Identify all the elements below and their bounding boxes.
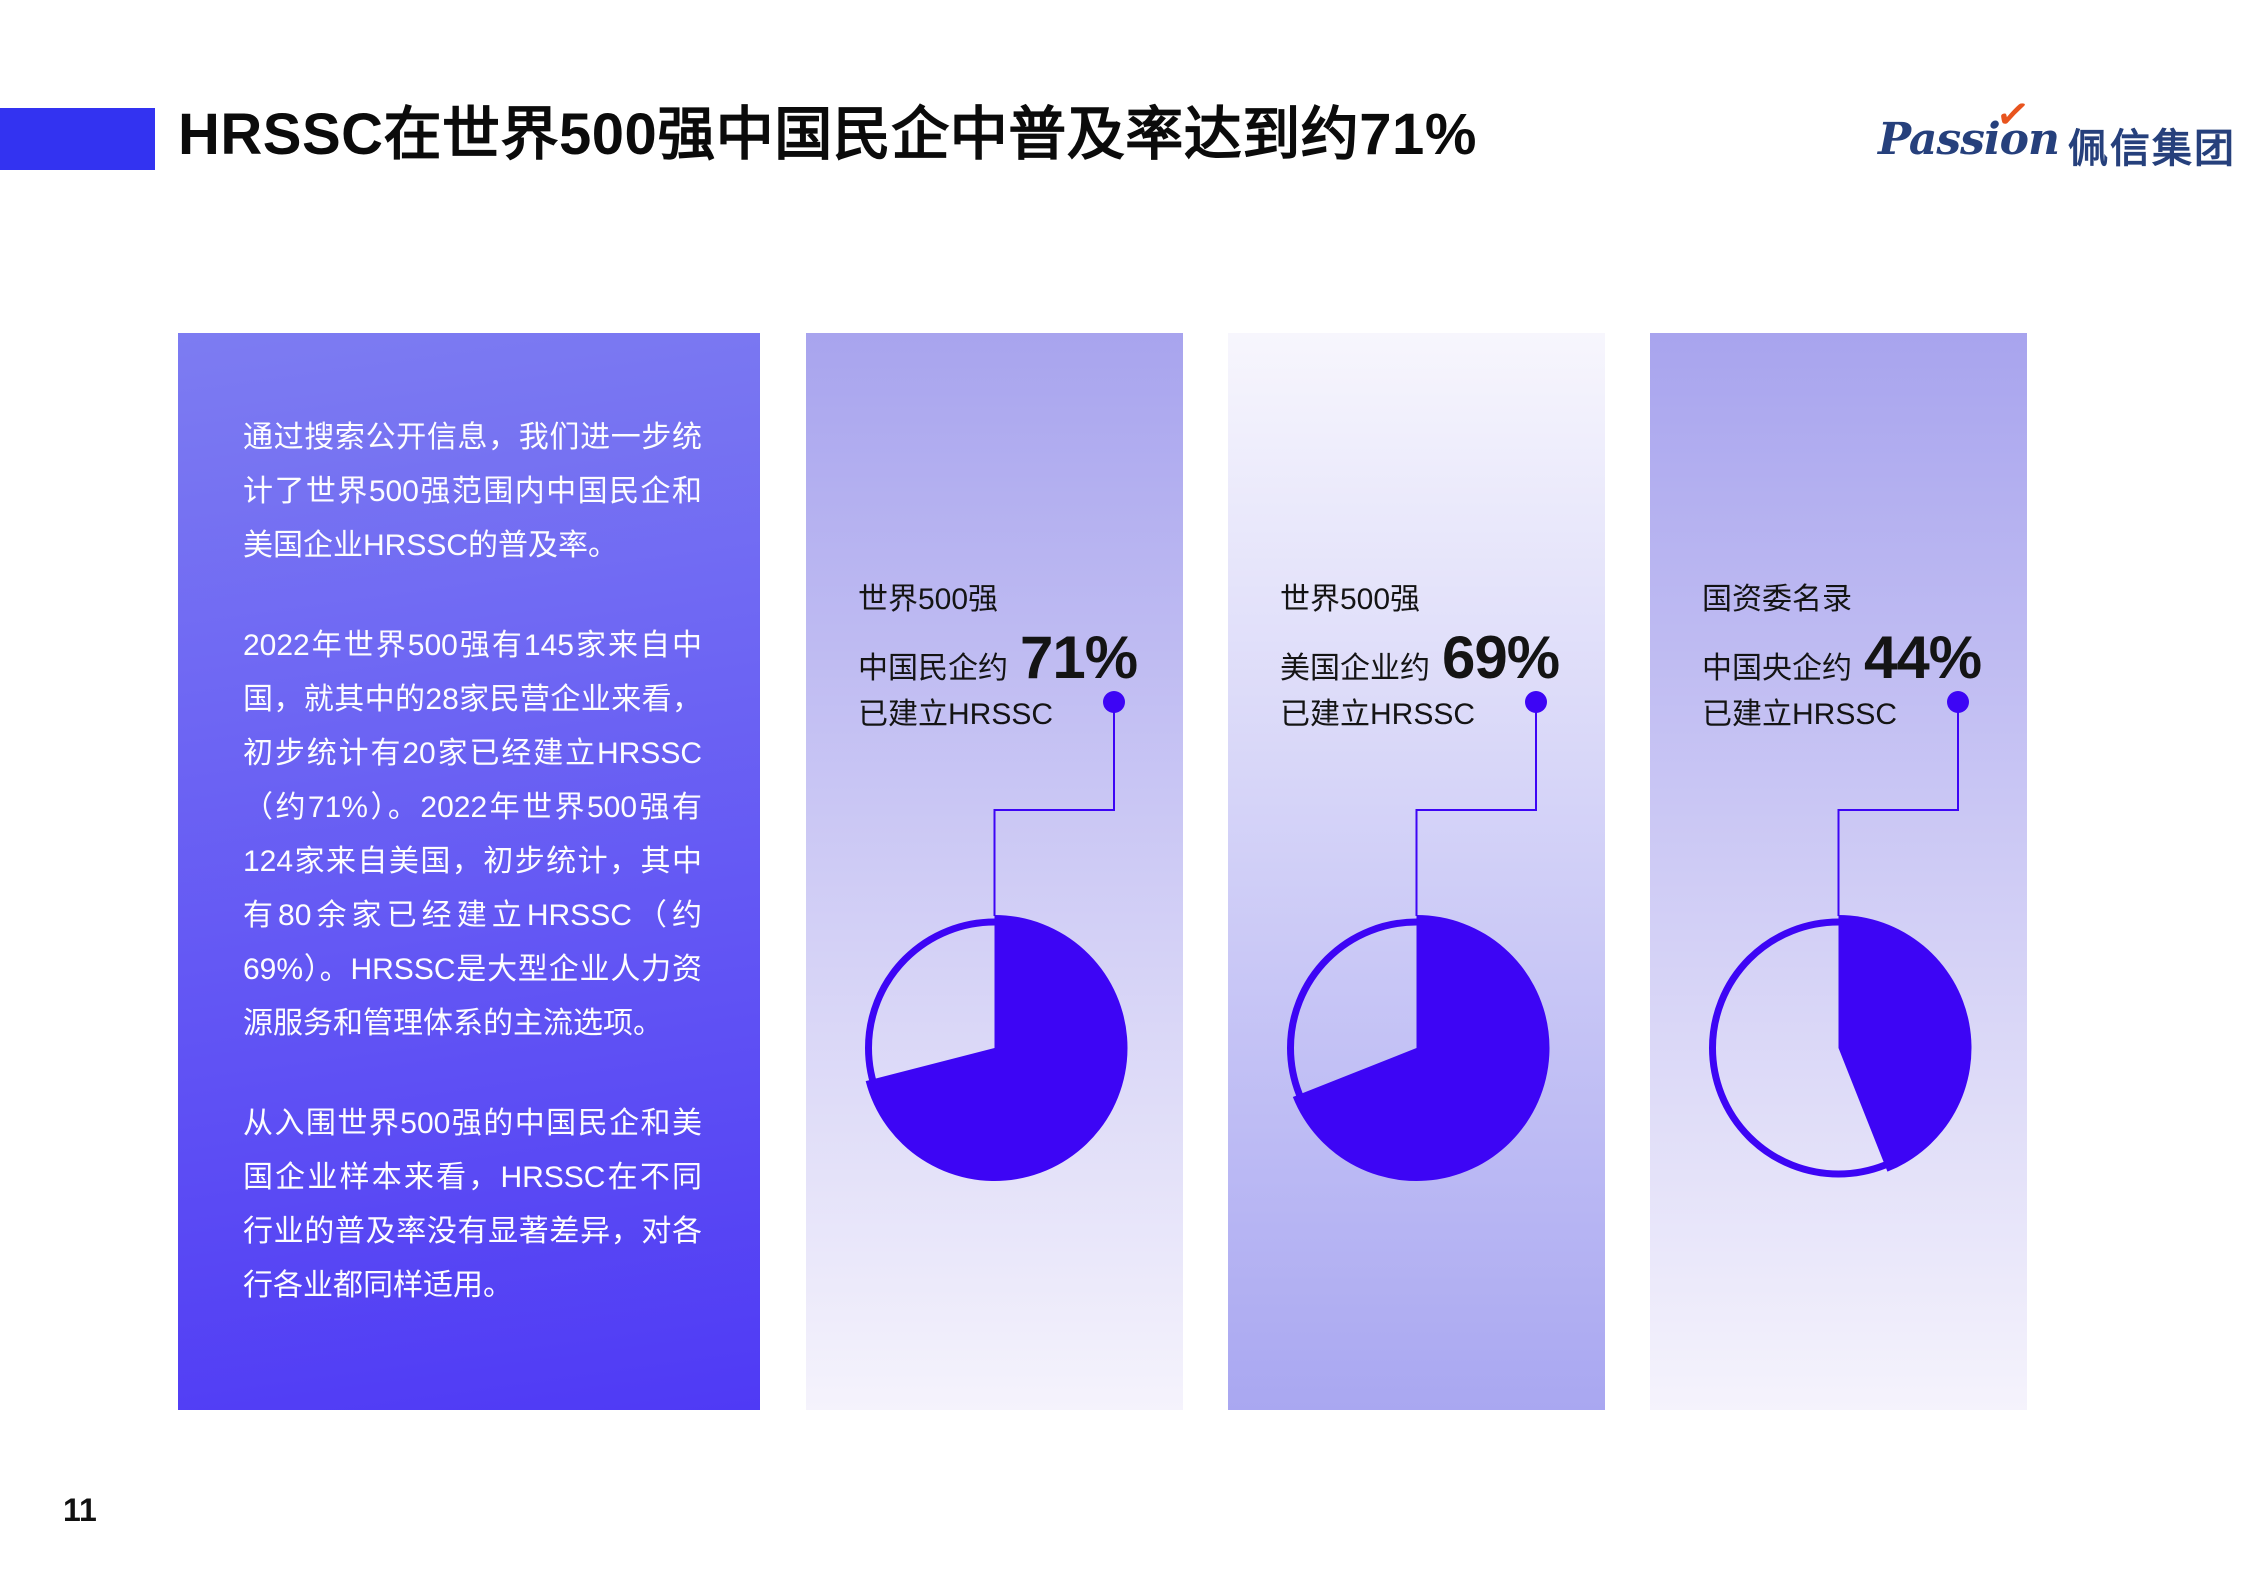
pie-chart-china-private: [865, 691, 1128, 1181]
callout-connector-line: [1415, 702, 1537, 916]
pie-label-line3: 已建立HRSSC: [858, 698, 1054, 731]
callout-dot: [1947, 691, 1969, 713]
pie-panel-sasac-central: 国资委名录 中国央企约 44% 已建立HRSSC: [1650, 333, 2027, 1410]
pie-label-line1: 世界500强: [1280, 583, 1421, 616]
pie-filled-slice: [865, 915, 1128, 1181]
pie-filled-slice: [1292, 915, 1550, 1181]
pie-label-prefix: 中国民企约: [858, 652, 1008, 685]
title-accent-bar: [0, 108, 155, 170]
page-title: HRSSC在世界500强中国民企中普及率达到约71%: [178, 102, 1477, 167]
pie-label-line1: 国资委名录: [1702, 583, 1852, 616]
callout-dot: [1103, 691, 1125, 713]
pie-filled-slice: [1838, 915, 1972, 1172]
pie-label-prefix: 美国企业约: [1280, 652, 1430, 685]
pie-panel-fortune500-us: 世界500强 美国企业约 69% 已建立HRSSC: [1228, 333, 1605, 1410]
summary-text-panel: 通过搜索公开信息，我们进一步统计了世界500强范围内中国民企和美国企业HRSSC…: [178, 333, 760, 1410]
pie-value: 71%: [1020, 624, 1138, 691]
callout-connector-line: [1837, 702, 1959, 916]
pie-panel-fortune500-china-private: 世界500强 中国民企约 71% 已建立HRSSC: [806, 333, 1183, 1410]
pie-label-line3: 已建立HRSSC: [1702, 698, 1898, 731]
pie-value: 69%: [1442, 624, 1560, 691]
callout-connector-line: [993, 702, 1115, 916]
pie-value: 44%: [1864, 624, 1982, 691]
summary-paragraph: 2022年世界500强有145家来自中国，就其中的28家民营企业来看，初步统计有…: [243, 629, 702, 1040]
company-logo: Passion ✓ 佩信集团: [1878, 91, 2234, 178]
pie-label-line3: 已建立HRSSC: [1280, 698, 1476, 731]
pie-label-line1: 世界500强: [858, 583, 999, 616]
callout-dot: [1525, 691, 1547, 713]
logo-company-name: 佩信集团: [2068, 127, 2236, 171]
pie-label-prefix: 中国央企约: [1702, 652, 1852, 685]
summary-paragraph: 从入围世界500强的中国民企和美国企业样本来看，HRSSC在不同行业的普及率没有…: [243, 1107, 702, 1302]
pie-label: 世界500强 美国企业约 69% 已建立HRSSC: [1280, 577, 1580, 739]
logo-checkmark-icon: ✓: [1993, 90, 2033, 140]
pie-chart-us: [1287, 691, 1550, 1181]
page-number: 11: [63, 1492, 97, 1528]
pie-label: 国资委名录 中国央企约 44% 已建立HRSSC: [1702, 577, 2002, 739]
logo-passion-wordmark: Passion: [1878, 114, 2060, 165]
summary-paragraph: 通过搜索公开信息，我们进一步统计了世界500强范围内中国民企和美国企业HRSSC…: [243, 421, 702, 562]
pie-label: 世界500强 中国民企约 71% 已建立HRSSC: [858, 577, 1158, 739]
pie-chart-central-soe: [1709, 691, 1972, 1178]
